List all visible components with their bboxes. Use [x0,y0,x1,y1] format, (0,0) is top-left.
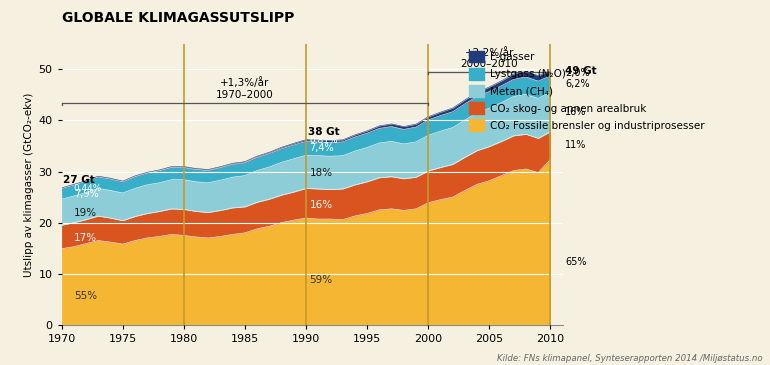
Text: 49 Gt: 49 Gt [565,66,597,76]
Text: Kilde: FNs klimapanel, Synteserapporten 2014 /Miljøstatus.no: Kilde: FNs klimapanel, Synteserapporten … [497,354,762,363]
Text: 16%: 16% [310,200,333,210]
Text: 2,0%: 2,0% [565,69,590,78]
Text: GLOBALE KLIMAGASSUTSLIPP: GLOBALE KLIMAGASSUTSLIPP [62,11,294,25]
Text: 0,44%: 0,44% [74,184,102,193]
Text: 55%: 55% [74,291,97,301]
Text: +1,3%/år
1970–2000: +1,3%/år 1970–2000 [216,77,274,100]
Text: 65%: 65% [565,257,587,267]
Text: 0,81%: 0,81% [310,136,338,145]
Text: 7,9%: 7,9% [74,189,99,199]
Legend: F-gasser, Lystgass (N₂O), Metan (CH₄), CO₂ skog- og annen arealbruk, CO₂ Fossile: F-gasser, Lystgass (N₂O), Metan (CH₄), C… [467,49,707,133]
Text: 27 Gt: 27 Gt [63,175,95,185]
Text: 19%: 19% [74,208,97,219]
Y-axis label: Utslipp av klimagasser (GtCO₂-ekv): Utslipp av klimagasser (GtCO₂-ekv) [25,92,35,277]
Text: 11%: 11% [565,141,587,150]
Text: 18%: 18% [310,169,333,178]
Text: 6,2%: 6,2% [565,79,590,89]
Text: 7,4%: 7,4% [310,143,334,153]
Text: 16%: 16% [565,107,587,117]
Text: 17%: 17% [74,233,97,243]
Text: +2,2%/år
2000–2010: +2,2%/år 2000–2010 [460,47,518,69]
Text: 38 Gt: 38 Gt [309,127,340,137]
Text: 59%: 59% [310,275,333,285]
